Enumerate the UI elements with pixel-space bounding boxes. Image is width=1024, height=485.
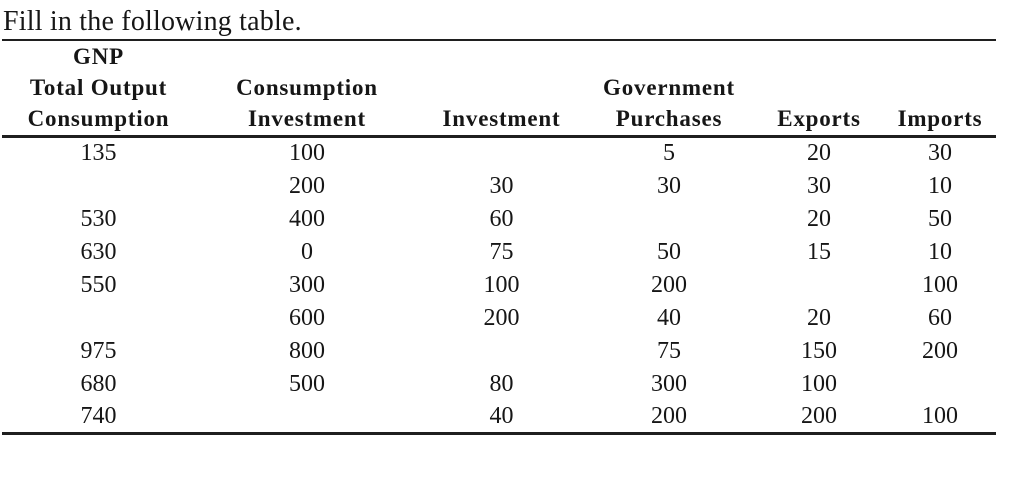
value-cell: 200 <box>651 402 687 429</box>
top-rule-divider <box>2 39 996 41</box>
fill-in-table: GNP Total Output Consumption Consumption Inv… <box>2 41 996 435</box>
column-header-1: GNP Total Output Consumption <box>2 41 195 138</box>
value-cell: 530 <box>80 205 117 232</box>
value-cell: 200 <box>483 304 520 331</box>
table-row: 975 800 75 150 200 <box>2 335 996 368</box>
empty-cell <box>884 368 996 401</box>
value-cell: 40 <box>489 402 514 429</box>
table-header: GNP Total Output Consumption Consumption Inv… <box>2 41 996 138</box>
value-cell: 800 <box>289 337 325 364</box>
column-header-line: Government <box>603 75 735 100</box>
value-cell: 5 <box>663 140 675 167</box>
value-cell: 200 <box>922 337 958 364</box>
value-cell: 30 <box>657 172 681 199</box>
empty-cell <box>2 170 195 203</box>
value-cell: 60 <box>489 205 514 232</box>
table-row: 630 0 75 50 15 10 <box>2 236 996 269</box>
value-cell: 30 <box>489 172 514 199</box>
value-cell: 630 <box>80 238 117 265</box>
value-cell: 100 <box>801 370 837 397</box>
empty-cell <box>195 401 419 434</box>
value-cell: 30 <box>928 140 952 167</box>
value-cell: 400 <box>289 205 325 232</box>
value-cell: 550 <box>80 271 117 298</box>
value-cell: 20 <box>807 205 831 232</box>
value-cell: 150 <box>801 337 837 364</box>
table-row: 740 40 200 200 100 <box>2 401 996 434</box>
page-title: Fill in the following table. <box>3 6 302 37</box>
value-cell: 60 <box>928 304 952 331</box>
value-cell: 50 <box>657 238 681 265</box>
column-header-line: Investment <box>442 106 561 131</box>
table-row: 550 300 100 200 100 <box>2 269 996 302</box>
column-header-line: Total Output <box>29 75 168 100</box>
value-cell: 100 <box>922 402 958 429</box>
column-header-line: Exports <box>777 106 861 131</box>
empty-cell <box>2 302 195 335</box>
value-cell: 200 <box>651 271 687 298</box>
value-cell: 200 <box>289 172 325 199</box>
worksheet-page: Fill in the following table. GNP Total Ou… <box>0 6 1024 485</box>
value-cell: 10 <box>928 238 952 265</box>
value-cell: 50 <box>928 205 952 232</box>
value-cell: 100 <box>483 271 520 298</box>
empty-cell <box>754 269 884 302</box>
column-header-line: Purchases <box>615 106 723 131</box>
table-row: 135 100 5 20 30 <box>2 137 996 170</box>
empty-cell <box>419 137 584 170</box>
column-header-line: Consumption <box>236 75 378 100</box>
column-header-line: Consumption <box>27 106 170 131</box>
column-header-6: Imports <box>884 41 996 138</box>
table-row: 530 400 60 20 50 <box>2 203 996 236</box>
value-cell: 75 <box>489 238 514 265</box>
value-cell: 600 <box>289 304 325 331</box>
column-header-5: Exports <box>754 41 884 138</box>
empty-cell <box>584 203 754 236</box>
value-cell: 740 <box>80 402 117 429</box>
value-cell: 30 <box>807 172 831 199</box>
table-row: 600 200 40 20 60 <box>2 302 996 335</box>
value-cell: 975 <box>80 337 117 364</box>
empty-cell <box>419 335 584 368</box>
table-row: 680 500 80 300 100 <box>2 368 996 401</box>
column-header-3: Investment <box>419 41 584 138</box>
table-body: 135 100 5 20 30 200 30 30 30 10 530 400 60 20 50 630 0 75… <box>2 137 996 434</box>
value-cell: 0 <box>301 238 313 265</box>
column-header-2: Consumption Investment <box>195 41 419 138</box>
value-cell: 80 <box>489 370 514 397</box>
value-cell: 100 <box>289 140 325 167</box>
value-cell: 200 <box>801 402 837 429</box>
value-cell: 15 <box>807 238 831 265</box>
column-header-line: Imports <box>897 106 983 131</box>
table-row: 200 30 30 30 10 <box>2 170 996 203</box>
value-cell: 40 <box>657 304 681 331</box>
column-header-line: Investment <box>248 106 366 131</box>
value-cell: 20 <box>807 140 831 167</box>
value-cell: 135 <box>80 140 117 167</box>
header-row: GNP Total Output Consumption Consumption Inv… <box>2 41 996 138</box>
value-cell: 500 <box>289 370 325 397</box>
value-cell: 100 <box>922 271 958 298</box>
value-cell: 680 <box>80 370 117 397</box>
value-cell: 300 <box>289 271 325 298</box>
value-cell: 300 <box>651 370 687 397</box>
column-header-4: Government Purchases <box>584 41 754 138</box>
value-cell: 20 <box>807 304 831 331</box>
value-cell: 75 <box>657 337 681 364</box>
value-cell: 10 <box>928 172 952 199</box>
column-header-line: GNP <box>73 44 124 69</box>
